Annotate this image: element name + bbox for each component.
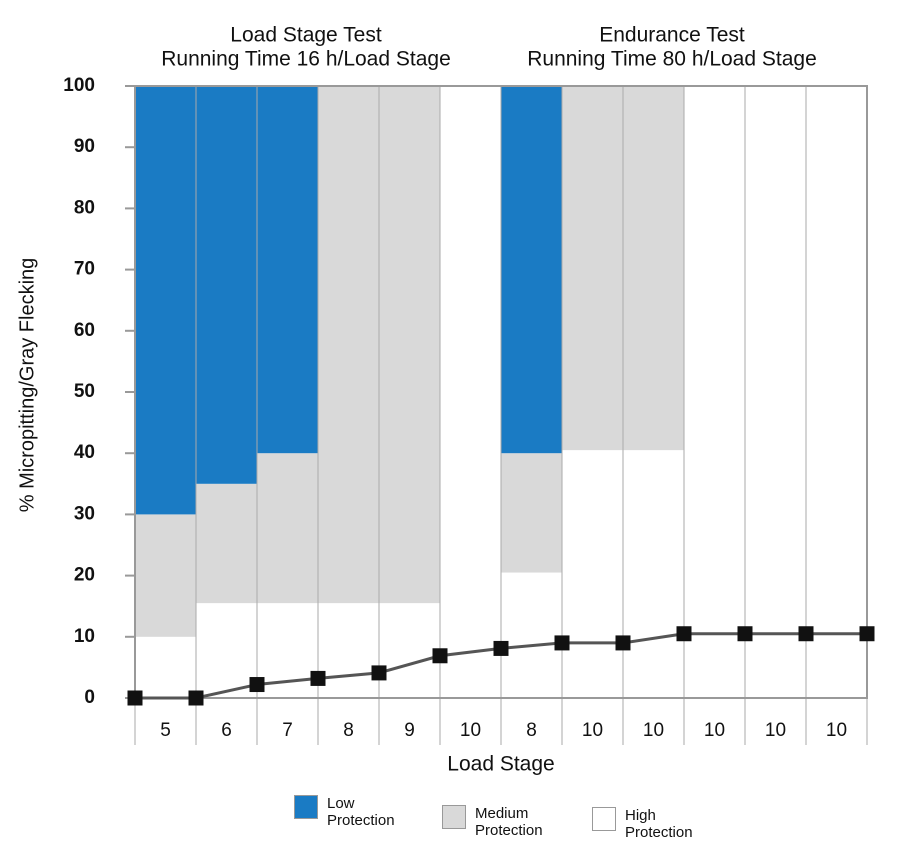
y-tick-label: 70 [74,259,95,280]
marker [371,665,387,681]
band-segment [684,86,745,698]
band-segment [379,603,440,698]
band-segment [196,603,257,698]
group-subtitle: Running Time 16 h/Load Stage [161,48,451,71]
marker [310,670,326,686]
legend-item: Medium Protection [442,805,565,839]
y-axis-title: % Micropitting/Gray Flecking [16,258,38,513]
legend-swatch [592,807,616,831]
marker [127,690,143,706]
y-tick-label: 50 [74,381,95,402]
y-tick-label: 20 [74,565,95,586]
marker [432,648,448,664]
x-tick-label: 10 [582,720,603,741]
band-segment [318,603,379,698]
x-tick-label: 10 [704,720,725,741]
marker [554,635,570,651]
band-segment [562,450,623,698]
legend-label: Medium Protection [475,805,543,839]
y-tick-label: 10 [74,626,95,647]
y-tick-label: 100 [63,75,95,96]
band-segment [501,86,562,454]
group-title: Load Stage Test [230,24,382,47]
marker [493,640,509,656]
x-tick-label: 7 [282,720,293,741]
legend-label: Low Protection [327,795,395,829]
legend-item: Low Protection [294,795,417,829]
band-segment [501,453,562,573]
x-axis-title: Load Stage [447,753,554,776]
legend-swatch [442,805,466,829]
x-tick-label: 6 [221,720,232,741]
band-segment [440,86,501,698]
x-tick-label: 10 [765,720,786,741]
band-segment [135,636,196,698]
band-segment [379,86,440,604]
band-segment [318,86,379,604]
y-tick-label: 40 [74,442,95,463]
legend-swatch [294,795,318,819]
band-segment [135,86,196,515]
marker [737,626,753,642]
x-tick-label: 10 [460,720,481,741]
y-tick-label: 30 [74,503,95,524]
marker [188,690,204,706]
marker [676,626,692,642]
y-tick-label: 0 [84,687,95,708]
group-subtitle: Running Time 80 h/Load Stage [527,48,817,71]
band-segment [196,483,257,604]
x-tick-label: 8 [343,720,354,741]
y-tick-label: 60 [74,320,95,341]
marker [615,635,631,651]
band-segment [501,572,562,698]
x-tick-label: 9 [404,720,415,741]
legend-label: High Protection [625,807,693,841]
marker [798,626,814,642]
x-tick-label: 8 [526,720,537,741]
band-segment [257,453,318,604]
band-segment [257,86,318,454]
y-tick-label: 80 [74,197,95,218]
x-tick-label: 5 [160,720,171,741]
band-segment [196,86,257,484]
marker [249,677,265,693]
x-tick-label: 10 [643,720,664,741]
band-segment [623,86,684,451]
legend-item: High Protection [592,807,715,841]
band-segment [562,86,623,451]
band-segment [745,86,806,698]
marker [859,626,875,642]
y-tick-label: 90 [74,136,95,157]
band-segment [623,450,684,698]
band-segment [135,514,196,637]
x-tick-label: 10 [826,720,847,741]
band-segment [806,86,867,698]
group-title: Endurance Test [599,24,745,47]
